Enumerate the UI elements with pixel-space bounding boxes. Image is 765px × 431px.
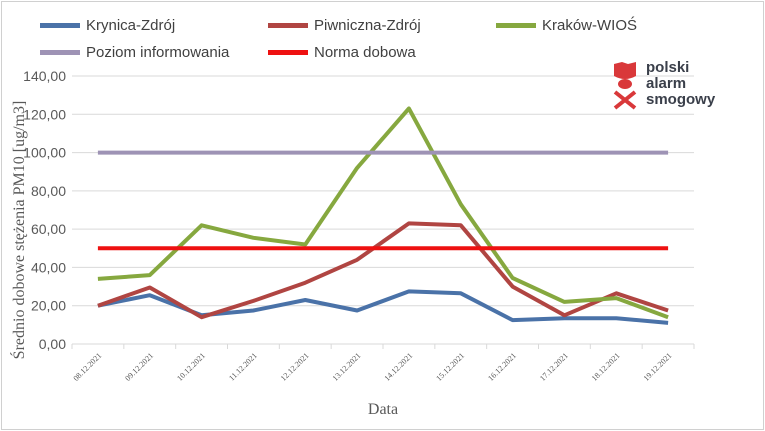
x-tick-label: 14.12.2021 xyxy=(383,351,415,383)
legend-label: Norma dobowa xyxy=(314,44,416,61)
y-axis-title: Średnio dobowe stężenia PM10 [ug/m3] xyxy=(9,101,28,360)
y-tick-label: 20,00 xyxy=(31,298,66,314)
logo-text-line: polski xyxy=(646,59,690,76)
x-tick-label: 19.12.2021 xyxy=(642,351,674,383)
legend-piwniczna: Piwniczna-Zdrój xyxy=(268,17,421,34)
x-tick-label: 12.12.2021 xyxy=(279,351,311,383)
logo-text-line: alarm xyxy=(646,75,687,92)
x-tick-label: 18.12.2021 xyxy=(590,351,622,383)
series-line-1 xyxy=(97,221,669,320)
x-tick-label: 11.12.2021 xyxy=(227,351,259,383)
legend-label: Piwniczna-Zdrój xyxy=(314,17,421,34)
legend-norma: Norma dobowa xyxy=(268,44,416,61)
series-line-2 xyxy=(97,106,669,320)
y-tick-label: 80,00 xyxy=(31,183,66,199)
y-tick-label: 100,00 xyxy=(23,145,66,161)
y-tick-label: 40,00 xyxy=(31,259,66,275)
y-tick-label: 60,00 xyxy=(31,221,66,237)
legend-swatch xyxy=(40,23,80,28)
y-tick-label: 120,00 xyxy=(23,106,66,122)
x-tick-label: 16.12.2021 xyxy=(486,351,518,383)
x-tick-label: 09.12.2021 xyxy=(123,351,155,383)
legend-krynica: Krynica-Zdrój xyxy=(40,17,175,34)
legend-label: Poziom informowania xyxy=(86,44,230,61)
logo-text-line: smogowy xyxy=(646,91,716,108)
y-tick-label: 0,00 xyxy=(39,336,66,352)
legend-krakow: Kraków-WIOŚ xyxy=(496,17,637,34)
x-axis-title: Data xyxy=(368,401,398,418)
x-tick-label: 15.12.2021 xyxy=(434,351,466,383)
legend-swatch xyxy=(268,50,308,55)
logo-mark-icon xyxy=(613,62,637,110)
x-tick-label: 08.12.2021 xyxy=(72,351,104,383)
x-tick-label: 10.12.2021 xyxy=(175,351,207,383)
legend-poziom: Poziom informowania xyxy=(40,44,229,61)
legend-swatch xyxy=(40,50,80,55)
legend-swatch xyxy=(268,23,308,28)
legend-swatch xyxy=(496,23,536,28)
y-tick-label: 140,00 xyxy=(23,68,66,84)
legend-label: Kraków-WIOŚ xyxy=(542,17,638,34)
x-tick-label: 13.12.2021 xyxy=(331,351,363,383)
legend-label: Krynica-Zdrój xyxy=(86,17,176,34)
x-tick-label: 17.12.2021 xyxy=(538,351,570,383)
polski-alarm-smogowy-logo: polski alarm smogowy xyxy=(612,60,715,110)
